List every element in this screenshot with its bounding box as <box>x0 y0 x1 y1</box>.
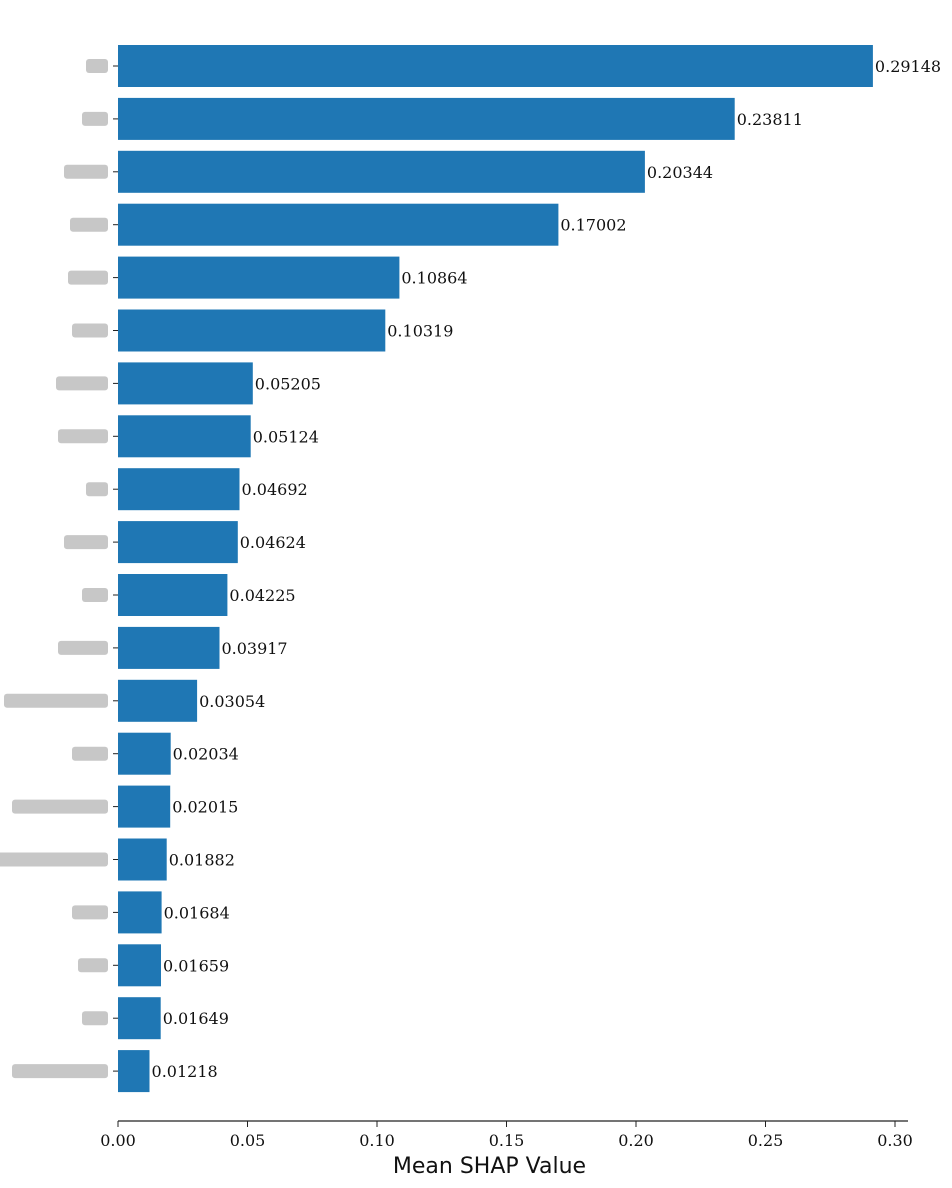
category-label-obscured <box>58 429 108 444</box>
bar <box>118 203 559 246</box>
bar-value-label: 0.01649 <box>163 1009 229 1028</box>
bar <box>118 97 735 140</box>
bar <box>118 732 171 775</box>
bar <box>118 362 253 405</box>
bar-value-label: 0.20344 <box>647 163 713 182</box>
category-label-obscured <box>72 323 108 338</box>
x-tick-label: 0.25 <box>748 1131 784 1150</box>
x-tick-label: 0.05 <box>230 1131 266 1150</box>
bar <box>118 1050 150 1093</box>
bar-value-label: 0.05205 <box>255 374 321 393</box>
category-label-obscured <box>64 164 108 179</box>
x-tick-label: 0.15 <box>489 1131 525 1150</box>
category-label-obscured <box>12 1064 108 1079</box>
bar <box>118 256 400 299</box>
bar <box>118 521 238 564</box>
bar <box>118 785 171 828</box>
bar <box>118 626 220 669</box>
category-label-obscured <box>70 217 108 232</box>
category-label-obscured <box>68 270 108 285</box>
bar-value-label: 0.02015 <box>172 798 238 817</box>
bar <box>118 468 240 511</box>
bar-value-label: 0.10319 <box>387 322 453 341</box>
bar <box>118 944 161 987</box>
category-label-obscured <box>72 746 108 761</box>
bar <box>118 891 162 934</box>
bar-value-label: 0.04225 <box>229 586 295 605</box>
bar-value-label: 0.01659 <box>163 956 229 975</box>
bar-value-label: 0.03917 <box>221 639 287 658</box>
bar <box>118 679 198 722</box>
category-label-obscured <box>12 799 108 814</box>
bar-value-label: 0.01882 <box>169 851 235 870</box>
bar <box>118 574 228 616</box>
bar-value-label: 0.29148 <box>875 57 941 76</box>
category-label-obscured <box>4 693 108 708</box>
bar <box>118 150 645 193</box>
bar-value-label: 0.01684 <box>164 903 230 922</box>
bar-value-label: 0.10864 <box>401 269 467 288</box>
bar <box>118 309 386 352</box>
value-labels-group: 0.29148 0.23811 0.20344 0.17002 0.10864 0.103… <box>152 57 942 1081</box>
bar-value-label: 0.23811 <box>737 110 803 129</box>
bar-value-label: 0.03054 <box>199 692 265 711</box>
x-tick-label: 0.00 <box>100 1131 136 1150</box>
category-label-obscured <box>82 588 108 602</box>
bar <box>118 415 251 458</box>
category-label-obscured <box>78 958 108 973</box>
bar-value-label: 0.02034 <box>173 745 239 764</box>
category-labels-group <box>0 59 118 1079</box>
bar-value-label: 0.04624 <box>240 533 306 552</box>
bar <box>118 997 161 1040</box>
category-label-obscured <box>86 482 108 497</box>
category-label-obscured <box>56 376 108 391</box>
category-label-obscured <box>82 1011 108 1026</box>
category-label-obscured <box>58 640 108 655</box>
bar <box>118 45 873 87</box>
category-label-obscured <box>72 905 108 920</box>
bar-value-label: 0.17002 <box>560 216 626 235</box>
bars-group <box>118 45 873 1093</box>
category-label-obscured <box>82 111 108 126</box>
x-tick-label: 0.10 <box>359 1131 395 1150</box>
bar <box>118 838 167 881</box>
bar-value-label: 0.01218 <box>152 1062 218 1081</box>
category-label-obscured <box>0 852 108 867</box>
x-tick-label: 0.20 <box>618 1131 654 1150</box>
category-label-obscured <box>86 59 108 73</box>
category-label-obscured <box>64 535 108 550</box>
x-axis-title: Mean SHAP Value <box>393 1154 586 1179</box>
bar-value-label: 0.04692 <box>242 480 308 499</box>
bar-value-label: 0.05124 <box>253 427 319 446</box>
x-axis: 0.00 0.05 0.10 0.15 0.20 0.25 0.30 <box>100 1120 913 1150</box>
x-tick-label: 0.30 <box>877 1131 913 1150</box>
